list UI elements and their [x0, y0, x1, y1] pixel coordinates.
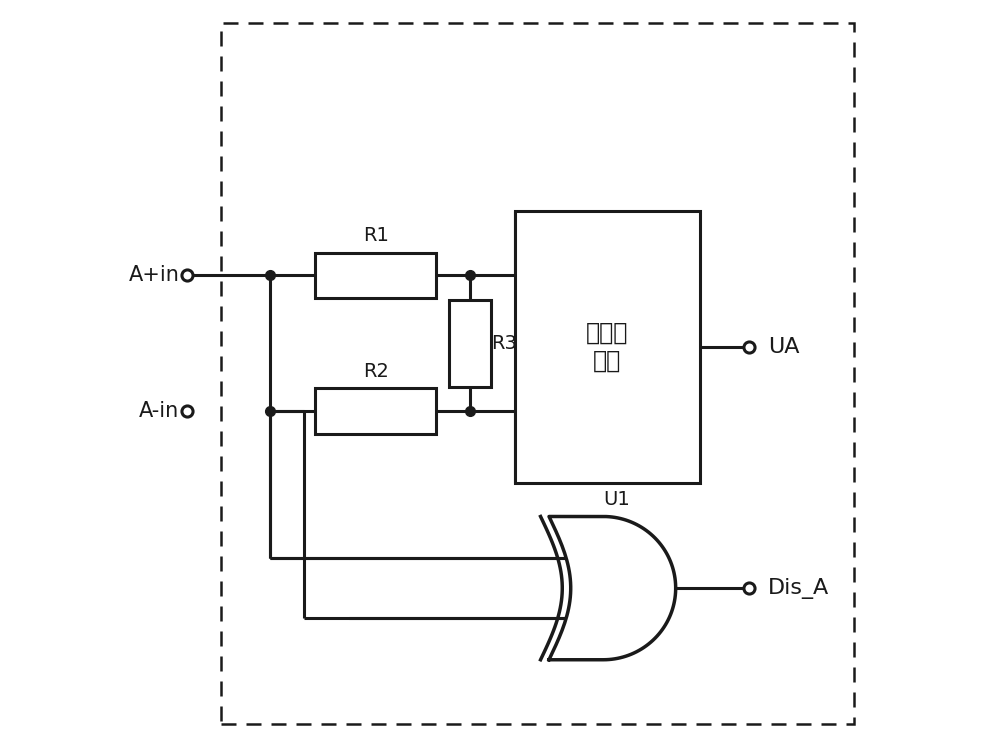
Text: 信号接
收器: 信号接 收器	[586, 321, 629, 372]
Text: A+in: A+in	[129, 265, 180, 285]
Text: R2: R2	[363, 362, 389, 381]
Text: U1: U1	[603, 490, 630, 509]
Bar	[449, 299, 491, 387]
Text: R1: R1	[363, 226, 389, 245]
Bar	[315, 253, 436, 298]
Text: A-in: A-in	[139, 401, 180, 421]
Text: UA: UA	[768, 337, 799, 357]
Bar	[221, 23, 854, 724]
Bar	[515, 211, 700, 483]
Bar	[315, 388, 436, 434]
Polygon shape	[549, 516, 676, 660]
Text: Dis_A: Dis_A	[768, 578, 829, 599]
Text: R3: R3	[491, 333, 517, 353]
